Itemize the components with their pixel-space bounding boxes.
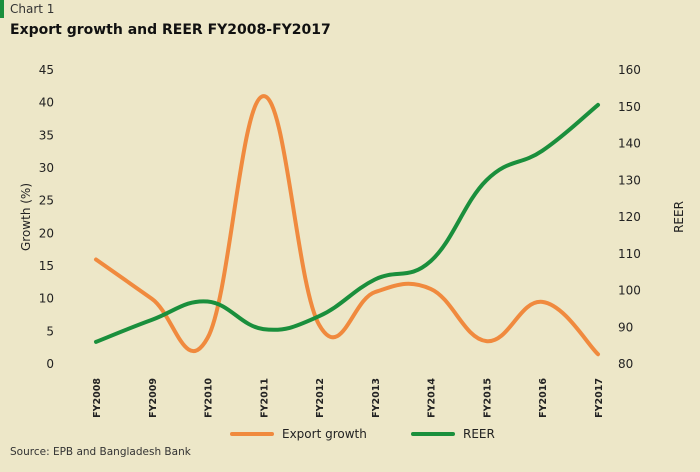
x-tick-label: FY2009: [148, 378, 159, 418]
y-tick-right: 80: [618, 357, 633, 371]
x-tick-label: FY2017: [594, 378, 605, 418]
y-tick-left: 25: [39, 194, 54, 208]
y-tick-right: 120: [618, 210, 641, 224]
y-tick-right: 160: [618, 63, 641, 77]
source-note: Source: EPB and Bangladesh Bank: [10, 446, 191, 458]
y-tick-right: 130: [618, 173, 641, 187]
legend: Export growth REER: [230, 427, 495, 441]
y-tick-right: 150: [618, 100, 641, 114]
x-tick-label: FY2013: [371, 378, 382, 418]
reer-line: [94, 102, 600, 344]
x-tick-label: FY2011: [259, 378, 270, 418]
y-axis-label-left: Growth (%): [19, 183, 33, 251]
legend-item-export-growth-label: Export growth: [282, 427, 367, 441]
x-tick-label: FY2010: [204, 378, 215, 418]
right-axis: 80 90 100 110 120 130 140 150 160: [618, 63, 641, 371]
y-tick-left: 15: [39, 259, 54, 273]
x-tick-label: FY2015: [482, 378, 493, 418]
x-tick-label: FY2016: [538, 378, 549, 418]
y-tick-right: 110: [618, 247, 641, 261]
export-growth-line: [94, 94, 600, 357]
y-tick-left: 35: [39, 128, 54, 142]
y-tick-left: 20: [39, 226, 54, 240]
y-tick-left: 10: [39, 292, 54, 306]
series-lines: [94, 94, 600, 357]
x-tick-label: FY2014: [427, 378, 438, 418]
y-tick-left: 45: [39, 63, 54, 77]
y-tick-right: 90: [618, 320, 633, 334]
y-tick-left: 0: [46, 357, 54, 371]
y-tick-left: 5: [46, 324, 54, 338]
y-tick-right: 100: [618, 284, 641, 298]
left-axis: 0 5 10 15 20 25 30 35 40 45: [39, 63, 54, 371]
chart-title: Export growth and REER FY2008-FY2017: [10, 22, 331, 38]
x-tick-label: FY2008: [92, 378, 103, 418]
y-tick-left: 40: [39, 96, 54, 110]
y-axis-label-right: REER: [672, 201, 686, 233]
x-axis: FY2008 FY2009 FY2010 FY2011 FY2012 FY2013 FY20…: [92, 378, 605, 418]
y-tick-right: 140: [618, 137, 641, 151]
y-tick-left: 30: [39, 161, 54, 175]
legend-item-reer-label: REER: [463, 427, 495, 441]
x-tick-label: FY2012: [315, 378, 326, 418]
header-accent-bar: [0, 0, 4, 18]
chart-number: Chart 1: [10, 2, 55, 16]
